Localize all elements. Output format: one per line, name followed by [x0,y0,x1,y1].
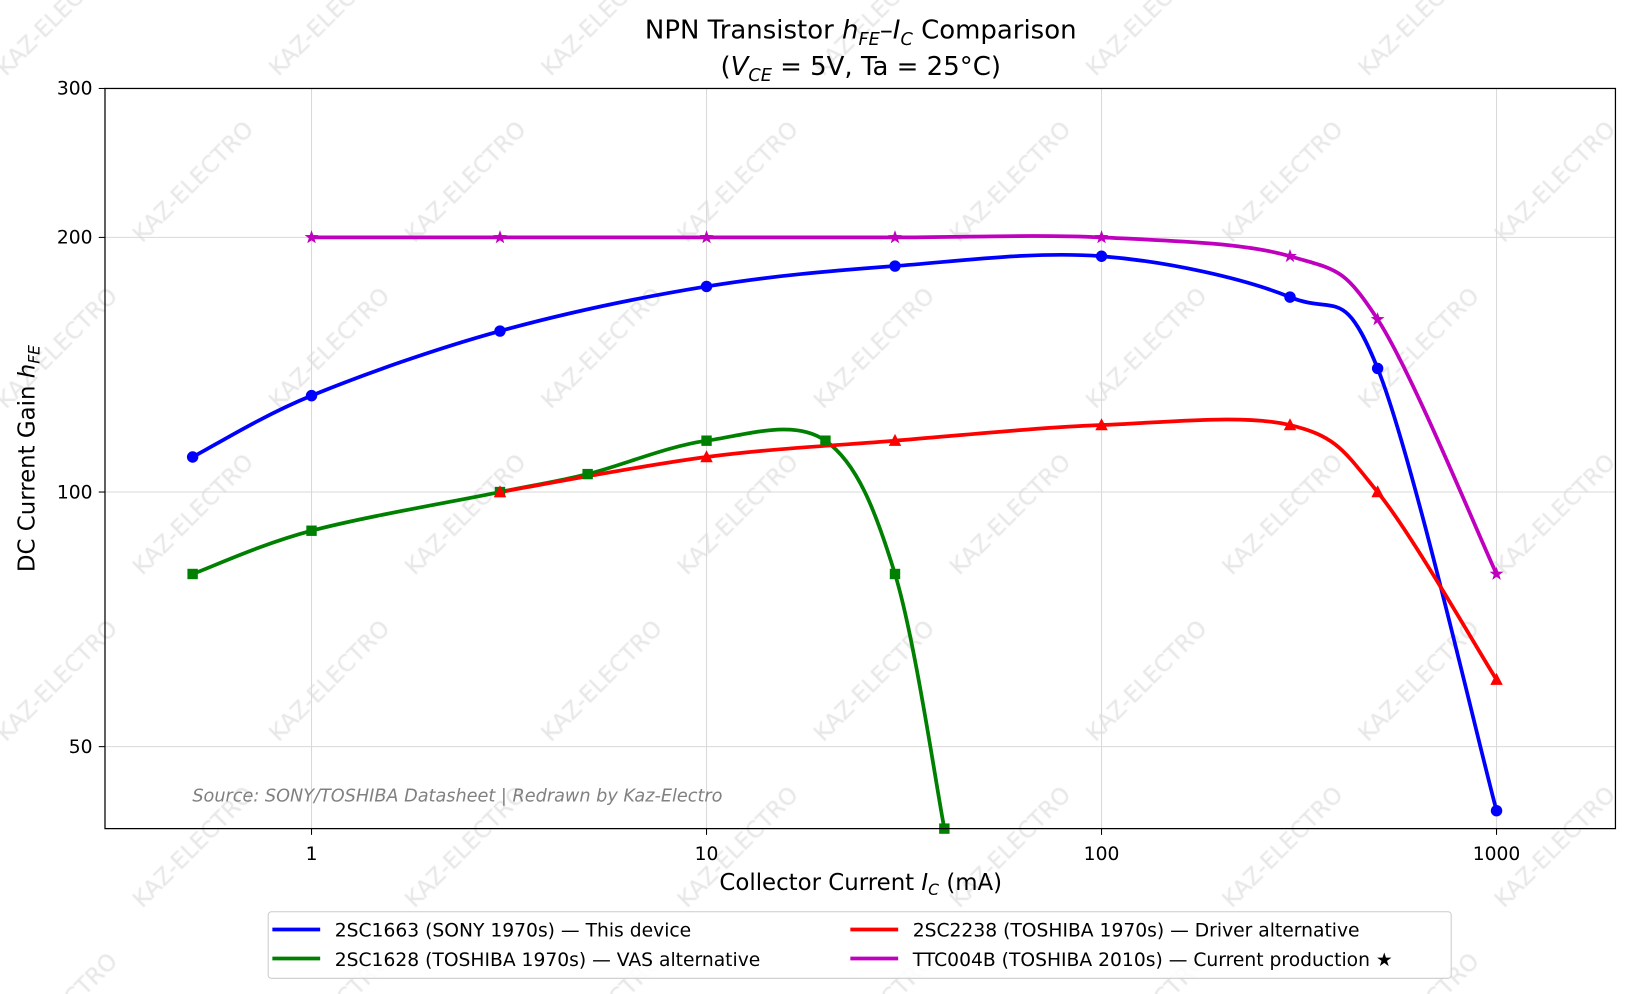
data-point [187,568,198,580]
legend-entry: 2SC2238 (TOSHIBA 1970s) — Driver alterna… [913,921,1360,942]
data-point [1284,291,1296,303]
series-line-2 [191,427,947,829]
data-point [1490,672,1503,685]
legend-box [267,911,1452,979]
x-tick-label: 1 [306,844,318,865]
ticks: 1 10 100 1000 50 100 200 300 [57,79,1521,865]
legend: 2SC1663 (SONY 1970s) — This device 2SC162… [267,911,1452,979]
data-point [1095,418,1108,431]
data-point [889,568,901,580]
axes-frame [104,87,1617,830]
data-point [493,230,507,244]
legend-entry: TTC004B (TOSHIBA 2010s) — Current produc… [912,950,1393,971]
data-point [889,260,901,272]
legend-entry: 2SC1663 (SONY 1970s) — This device [335,921,691,942]
source-annotation: Source: SONY/TOSHIBA Datasheet | Redrawn… [192,787,722,807]
series-line-3 [499,417,1499,681]
data-point [699,230,714,244]
data-point [888,230,902,244]
y-tick-label: 200 [57,228,93,249]
chart-title: NPN Transistor hFE–IC Comparison [645,16,1077,50]
series-line-1 [191,252,1499,812]
data-point [1490,804,1503,817]
data-point [700,280,713,293]
data-point [1371,485,1384,498]
data-point [493,485,507,498]
data-point [1489,566,1504,580]
series-line-4 [311,234,1499,575]
data-point [820,435,831,446]
x-axis-label: Collector Current IC (mA) [719,870,1002,899]
data-point [1370,312,1385,326]
data-point [494,325,506,337]
data-point [305,389,318,402]
data-point [582,468,593,480]
x-tick-label: 10 [695,844,719,865]
grid [104,87,1616,829]
data-point [304,230,319,244]
data-point [306,525,317,536]
data-point [701,435,712,446]
data-point [1283,248,1297,263]
data-point [1095,250,1108,262]
x-tick-label: 1000 [1473,844,1521,865]
chart-subtitle: (VCE = 5V, Ta = 25°C) [720,52,1001,86]
data-point [888,433,902,446]
y-tick-label: 50 [69,737,93,758]
y-tick-label: 100 [57,482,93,503]
y-axis-label: DC Current Gain hFE [14,345,43,572]
series-layer [191,234,1499,829]
data-point [1094,230,1109,244]
markers-layer [186,230,1504,834]
y-tick-label: 300 [57,79,93,100]
x-tick-label: 100 [1084,844,1120,865]
data-point [1283,418,1297,431]
legend-entry: 2SC1628 (TOSHIBA 1970s) — VAS alternativ… [335,950,761,971]
data-point [700,450,713,463]
data-point [1371,362,1384,375]
data-point [186,451,199,463]
